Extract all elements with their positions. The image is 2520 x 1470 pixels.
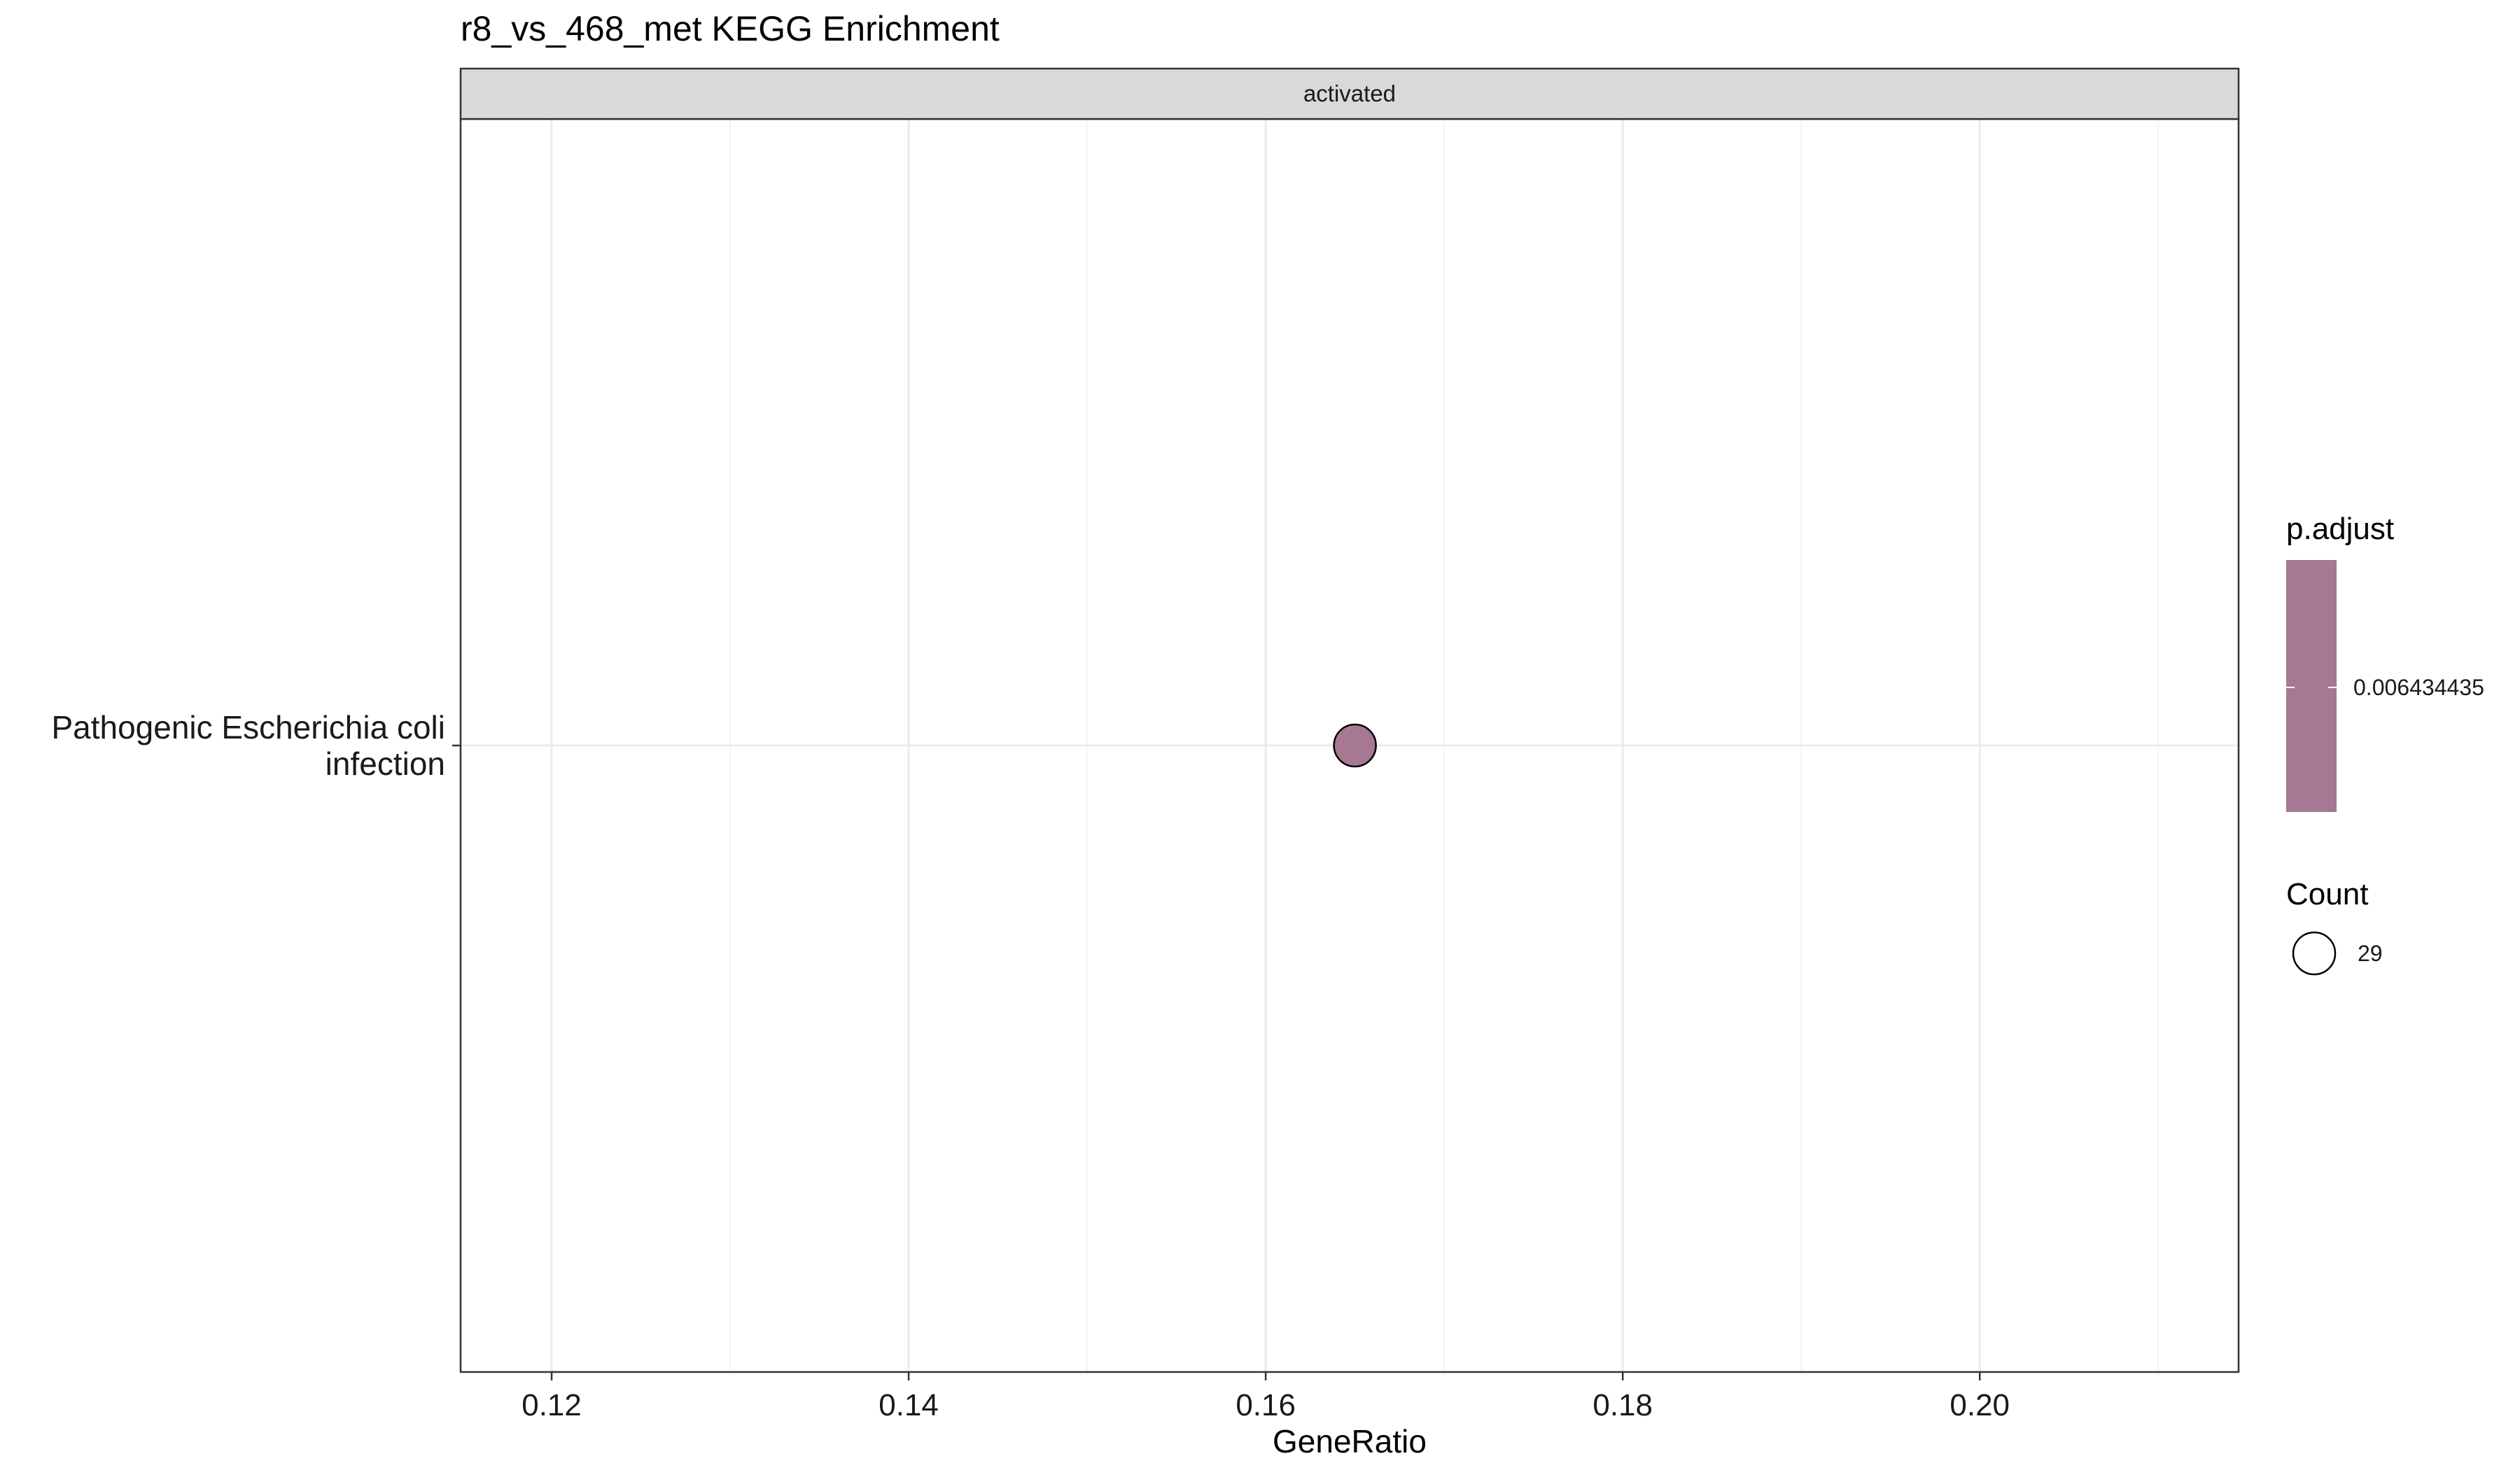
x-axis: 0.12 0.14 0.16 0.18 0.20 bbox=[522, 1372, 2010, 1422]
facet-strip-background bbox=[459, 67, 2240, 120]
legend-color-title: p.adjust bbox=[2286, 512, 2394, 546]
y-tick-label: Pathogenic Escherichia coli bbox=[51, 709, 445, 746]
x-tick-label: 0.16 bbox=[1236, 1388, 1296, 1422]
legend-size-key bbox=[2292, 931, 2337, 976]
plot-panel bbox=[459, 118, 2240, 1373]
legend-color-label: 0.006434435 bbox=[2353, 675, 2484, 700]
y-tick-label: infection bbox=[326, 746, 445, 782]
x-tick-label: 0.12 bbox=[522, 1388, 582, 1422]
legend-size-title: Count bbox=[2286, 877, 2368, 911]
x-tick-label: 0.20 bbox=[1949, 1388, 2010, 1422]
facet-strip: activated bbox=[459, 67, 2240, 120]
data-point bbox=[1333, 723, 1377, 768]
legend-size-label: 29 bbox=[2358, 941, 2383, 966]
x-tick-label: 0.14 bbox=[878, 1388, 939, 1422]
chart-title: r8_vs_468_met KEGG Enrichment bbox=[461, 9, 1000, 48]
data-points bbox=[1333, 723, 1377, 768]
legend: p.adjust 0.006434435 Count 29 bbox=[2286, 512, 2484, 976]
legend-colorbar bbox=[2286, 560, 2337, 812]
x-tick-label: 0.18 bbox=[1592, 1388, 1653, 1422]
x-axis-title: GeneRatio bbox=[1273, 1423, 1427, 1460]
facet-strip-label: activated bbox=[1303, 80, 1396, 106]
